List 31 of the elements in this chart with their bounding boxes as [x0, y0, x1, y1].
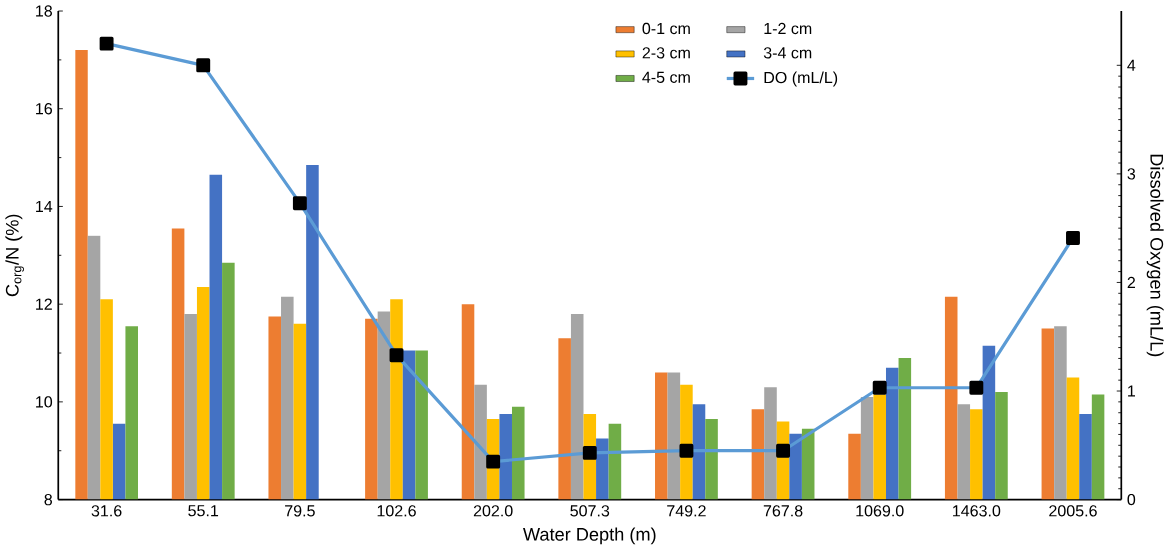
legend-label: 2-3 cm — [642, 47, 690, 59]
legend-label: 4-5 cm — [642, 71, 690, 84]
x-tick-label: 55.1 — [188, 505, 219, 517]
legend-label: 1-2 cm — [764, 22, 812, 35]
y-axis-title: C$_{org}$/N (%) — [5, 214, 24, 297]
y-tick-label: 12 — [36, 298, 52, 310]
y-tick-label: 10 — [36, 396, 53, 408]
y2-tick-label: 1 — [1128, 385, 1135, 397]
x-tick-label: 2005.6 — [1049, 505, 1097, 517]
x-tick-label: 31.6 — [91, 505, 122, 517]
y2-tick-label: 3 — [1127, 168, 1136, 180]
x-tick-label: 507.3 — [570, 505, 610, 517]
y2-tick-label: 2 — [1127, 276, 1135, 289]
y2-tick-label: 4 — [1127, 59, 1136, 71]
y2-axis-title: Dissolved Oxygen (mL/L) — [1146, 154, 1164, 357]
legend-label: 3-4 cm — [763, 47, 812, 59]
y2-tick-label: 0 — [1127, 494, 1136, 506]
x-tick-label: 749.2 — [667, 505, 706, 517]
legend-label: DO (mL/L) — [764, 71, 838, 87]
x-tick-label: 102.6 — [377, 505, 416, 517]
y-tick-label: 14 — [36, 201, 53, 213]
x-tick-label: 79.5 — [285, 505, 315, 517]
x-tick-label: 767.8 — [763, 505, 803, 517]
y-tick-label: 8 — [44, 494, 53, 506]
legend-label: 0-1 cm — [642, 22, 690, 35]
x-tick-label: 1463.0 — [953, 505, 1001, 517]
x-axis-title: Water Depth (m) — [523, 527, 656, 545]
x-tick-label: 1069.0 — [856, 505, 904, 517]
y-tick-label: 18 — [36, 5, 52, 17]
y-tick-label: 16 — [36, 103, 52, 115]
x-tick-label: 202.0 — [473, 505, 513, 517]
